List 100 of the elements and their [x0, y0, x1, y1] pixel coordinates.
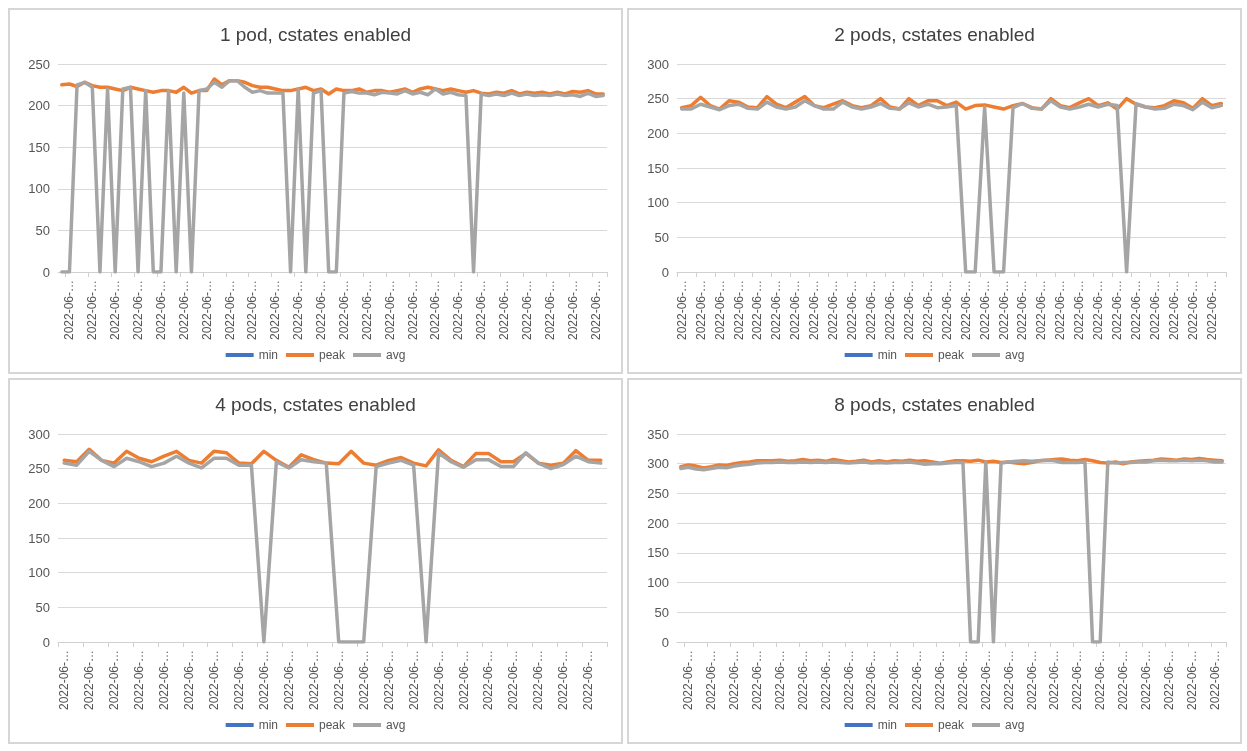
y-tick-label: 100 — [647, 575, 669, 591]
x-tick-label: 2022-06-… — [108, 280, 123, 341]
x-tick-label: 2022-06-… — [182, 650, 197, 711]
x-tick-label: 2022-06-… — [451, 280, 466, 341]
x-tick-label: 2022-06-… — [356, 650, 371, 711]
legend-label: min — [258, 718, 278, 732]
x-tick-label: 2022-06-… — [750, 280, 765, 341]
x-tick-label: 2022-06-… — [359, 280, 374, 341]
x-tick-label: 2022-06-… — [57, 650, 72, 711]
x-tick-label: 2022-06-… — [693, 280, 708, 341]
x-tick-label: 2022-06-… — [206, 650, 221, 711]
x-tick-label: 2022-06-… — [939, 280, 954, 341]
y-tick-label: 150 — [647, 160, 669, 176]
x-tick-label: 2022-06-… — [382, 280, 397, 341]
chart-title: 2 pods, cstates enabled — [834, 24, 1035, 45]
y-tick-label: 250 — [28, 56, 50, 72]
x-tick-label: 2022-06-… — [772, 650, 787, 711]
x-tick-label: 2022-06-… — [1091, 280, 1106, 341]
y-tick-label: 100 — [28, 181, 50, 197]
x-tick-label: 2022-06-… — [153, 280, 168, 341]
x-tick-label: 2022-06-… — [456, 650, 471, 711]
x-tick-label: 2022-06-… — [1166, 280, 1181, 341]
x-tick-label: 2022-06-… — [1184, 650, 1199, 711]
legend-label: peak — [318, 348, 346, 362]
x-tick-label: 2022-06-… — [887, 650, 902, 711]
x-tick-label: 2022-06-… — [1207, 650, 1222, 711]
x-tick-label: 2022-06-… — [542, 280, 557, 341]
x-tick-label: 2022-06-… — [955, 650, 970, 711]
x-tick-label: 2022-06-… — [704, 650, 719, 711]
y-tick-label: 150 — [28, 139, 50, 155]
x-tick-label: 2022-06-… — [556, 650, 571, 711]
x-tick-label: 2022-06-… — [1015, 280, 1030, 341]
x-tick-label: 2022-06-… — [1072, 280, 1087, 341]
x-tick-label: 2022-06-… — [1047, 650, 1062, 711]
y-tick-label: 50 — [35, 599, 50, 615]
x-tick-label: 2022-06-… — [131, 280, 146, 341]
x-tick-label: 2022-06-… — [481, 650, 496, 711]
y-tick-label: 0 — [42, 634, 50, 650]
x-tick-label: 2022-06-… — [681, 650, 696, 711]
x-tick-label: 2022-06-… — [826, 280, 841, 341]
chart-title: 1 pod, cstates enabled — [219, 24, 412, 45]
x-tick-label: 2022-06-… — [107, 650, 122, 711]
x-tick-label: 2022-06-… — [1093, 650, 1108, 711]
x-tick-label: 2022-06-… — [818, 650, 833, 711]
y-tick-label: 150 — [647, 545, 669, 561]
legend-label: avg — [1005, 718, 1025, 732]
x-tick-label: 2022-06-… — [978, 650, 993, 711]
y-tick-label: 100 — [647, 195, 669, 211]
x-tick-label: 2022-06-… — [157, 650, 172, 711]
line-series — [679, 458, 1224, 644]
x-tick-label: 2022-06-… — [268, 280, 283, 341]
y-tick-label: 350 — [647, 426, 669, 442]
x-tick-label: 2022-06-… — [1161, 650, 1176, 711]
y-tick-label: 250 — [647, 91, 669, 107]
x-tick-label: 2022-06-… — [222, 280, 237, 341]
x-tick-label: 2022-06-… — [1001, 650, 1016, 711]
y-tick-label: 50 — [654, 604, 669, 620]
x-tick-label: 2022-06-… — [431, 650, 446, 711]
x-tick-label: 2022-06-… — [405, 280, 420, 341]
x-tick-label: 2022-06-… — [864, 650, 879, 711]
legend-label: min — [877, 718, 897, 732]
x-tick-label: 2022-06-… — [519, 280, 534, 341]
x-tick-label: 2022-06-… — [291, 280, 306, 341]
x-tick-label: 2022-06-… — [933, 650, 948, 711]
x-tick-label: 2022-06-… — [336, 280, 351, 341]
x-tick-label: 2022-06-… — [807, 280, 822, 341]
x-tick-label: 2022-06-… — [788, 280, 803, 341]
x-tick-label: 2022-06-… — [497, 280, 512, 341]
x-tick-label: 2022-06-… — [506, 650, 521, 711]
legend-label: avg — [1005, 348, 1025, 362]
x-tick-label: 2022-06-… — [176, 280, 191, 341]
chart-title: 4 pods, cstates enabled — [215, 394, 416, 415]
x-tick-label: 2022-06-… — [565, 280, 580, 341]
x-tick-label: 2022-06-… — [1185, 280, 1200, 341]
y-tick-label: 300 — [647, 456, 669, 472]
line-series — [60, 78, 605, 274]
x-tick-label: 2022-06-… — [1110, 280, 1125, 341]
x-tick-label: 2022-06-… — [727, 650, 742, 711]
x-tick-label: 2022-06-… — [674, 280, 689, 341]
line-series — [62, 449, 603, 644]
x-tick-label: 2022-06-… — [1034, 280, 1049, 341]
x-tick-label: 2022-06-… — [750, 650, 765, 711]
x-tick-label: 2022-06-… — [588, 280, 603, 341]
y-tick-label: 200 — [28, 98, 50, 114]
y-tick-label: 0 — [661, 634, 669, 650]
x-tick-label: 2022-06-… — [910, 650, 925, 711]
x-tick-label: 2022-06-… — [406, 650, 421, 711]
x-tick-label: 2022-06-… — [85, 280, 100, 341]
x-tick-label: 2022-06-… — [531, 650, 546, 711]
x-tick-label: 2022-06-… — [428, 280, 443, 341]
x-tick-label: 2022-06-… — [901, 280, 916, 341]
legend-label: min — [877, 348, 897, 362]
x-tick-label: 2022-06-… — [256, 650, 271, 711]
x-tick-label: 2022-06-… — [1024, 650, 1039, 711]
x-tick-label: 2022-06-… — [82, 650, 97, 711]
x-tick-label: 2022-06-… — [474, 280, 489, 341]
x-tick-label: 2022-06-… — [1129, 280, 1144, 341]
x-tick-label: 2022-06-… — [331, 650, 346, 711]
y-tick-label: 300 — [28, 426, 50, 442]
x-tick-label: 2022-06-… — [1116, 650, 1131, 711]
